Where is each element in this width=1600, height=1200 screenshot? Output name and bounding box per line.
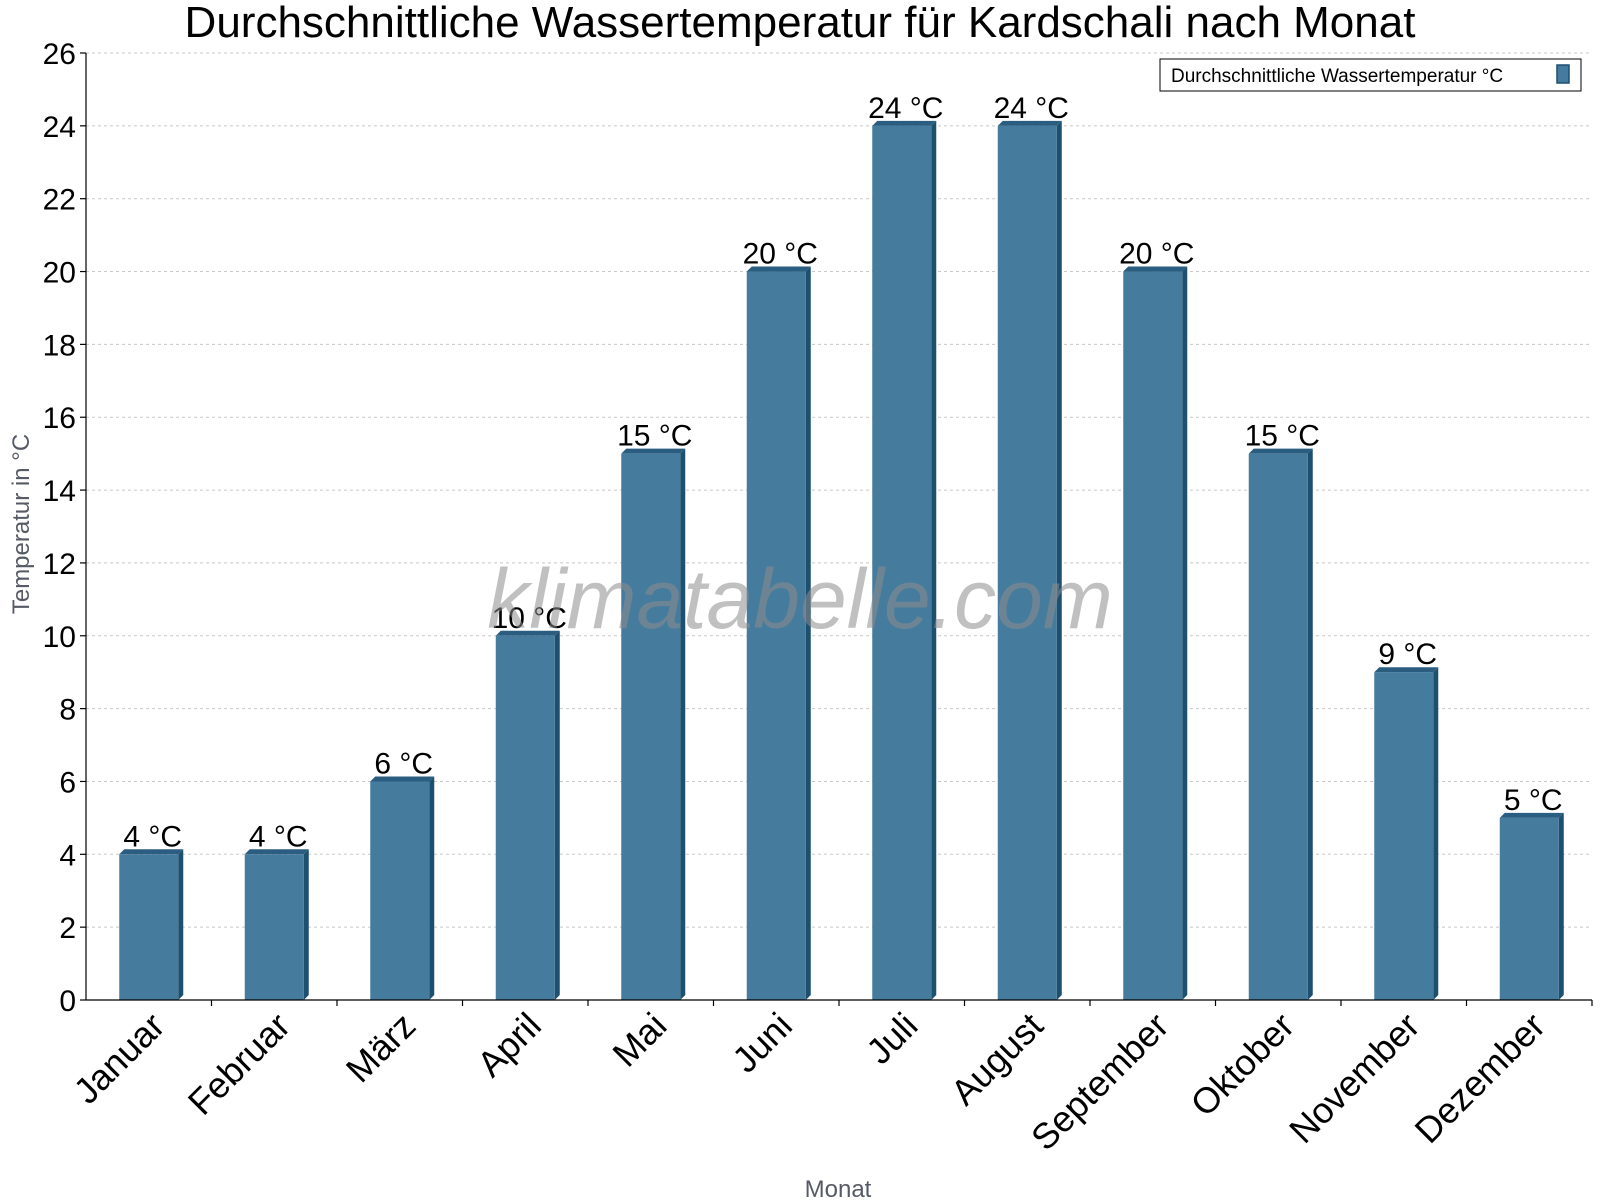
bar-top (746, 266, 811, 272)
y-tick-label: 14 (43, 475, 76, 508)
y-tick-label: 22 (43, 184, 76, 217)
grid-layer (86, 52, 1592, 928)
bar-September (1123, 266, 1188, 1000)
bar-front (1374, 672, 1434, 1000)
bar-März (370, 776, 435, 1000)
bar-side (1182, 266, 1188, 1000)
data-label: 24 °C (994, 92, 1069, 125)
x-tick-label: Oktober (1182, 1005, 1302, 1125)
y-tick-label: 20 (43, 257, 76, 290)
y-tick-label: 12 (43, 548, 76, 581)
bar-top (1123, 266, 1188, 272)
legend-box (1159, 58, 1582, 92)
x-tick-label: Dezember (1406, 1005, 1552, 1151)
data-label: 4 °C (249, 820, 308, 853)
bar-top (370, 776, 435, 782)
bar-front (621, 453, 681, 1001)
data-label: 4 °C (123, 820, 182, 853)
legend-label: Durchschnittliche Wassertemperatur °C (1171, 66, 1503, 87)
x-tick-label: Mai (604, 1005, 674, 1075)
x-tick-label: März (338, 1005, 424, 1091)
legend-swatch (1556, 64, 1570, 84)
x-tick-label: November (1281, 1005, 1427, 1151)
bar-front (746, 271, 806, 1000)
x-tick-label: August (943, 1005, 1051, 1113)
bar-front (1123, 271, 1183, 1000)
bar-Mai (621, 448, 686, 1001)
y-tick-label: 6 (59, 766, 76, 799)
bar-top (621, 448, 686, 454)
bar-Dezember (1499, 812, 1564, 1000)
bar-front (872, 125, 932, 1001)
y-tick-label: 2 (59, 912, 76, 945)
x-tick-label: Juni (724, 1005, 800, 1081)
bar-front (495, 635, 555, 1000)
bar-front (370, 781, 430, 1000)
bar-top (1374, 667, 1439, 673)
data-label: 9 °C (1378, 638, 1437, 671)
bar-Februar (244, 849, 309, 1000)
bar-side (931, 120, 937, 1001)
bar-side (805, 266, 811, 1000)
bar-August (997, 120, 1062, 1001)
bar-top (1248, 448, 1313, 454)
bar-top (495, 630, 560, 636)
x-axis-label: Monat (805, 1176, 872, 1200)
bar-side (554, 630, 560, 1000)
y-tick-label: 26 (43, 38, 76, 71)
bar-front (119, 854, 179, 1000)
bar-top (244, 849, 309, 855)
y-tick-label: 16 (43, 402, 76, 435)
bar-Oktober (1248, 448, 1313, 1001)
bar-side (680, 448, 686, 1001)
bar-top (119, 849, 184, 855)
bar-side (1558, 812, 1564, 1000)
y-tick-label: 10 (43, 621, 76, 654)
bar-side (1056, 120, 1062, 1001)
x-tick-label: Januar (66, 1005, 173, 1112)
bar-side (1433, 667, 1439, 1000)
bar-front (244, 854, 304, 1000)
watermark: klimatabelle.com (487, 552, 1113, 646)
bar-Juli (872, 120, 937, 1001)
data-label: 24 °C (868, 92, 943, 125)
chart-title: Durchschnittliche Wassertemperatur für K… (185, 0, 1416, 47)
bar-November (1374, 667, 1439, 1000)
bar-Juni (746, 266, 811, 1000)
y-tick-label: 4 (59, 839, 76, 872)
data-label: 10 °C (492, 602, 567, 635)
bar-side (303, 849, 309, 1000)
bar-front (1248, 453, 1308, 1001)
data-label: 20 °C (743, 238, 818, 271)
bar-top (872, 120, 937, 126)
y-tick-label: 18 (43, 329, 76, 362)
bar-Januar (119, 849, 184, 1000)
bar-April (495, 630, 560, 1000)
y-axis-label: Temperatur in °C (8, 434, 35, 614)
x-tick-label: September (1023, 1005, 1177, 1159)
data-label: 6 °C (374, 747, 433, 780)
y-tick-label: 24 (43, 111, 76, 144)
bar-front (1499, 817, 1559, 1000)
bar-side (1307, 448, 1313, 1001)
data-label: 15 °C (1245, 420, 1320, 453)
x-tick-label: Juli (858, 1005, 925, 1072)
bar-side (178, 849, 184, 1000)
bar-top (997, 120, 1062, 126)
y-tick-label: 8 (59, 694, 76, 727)
bar-front (997, 125, 1057, 1001)
legend: Durchschnittliche Wassertemperatur °C (1159, 58, 1582, 92)
x-tick-label: April (469, 1005, 549, 1085)
bar-top (1499, 812, 1564, 818)
data-label: 15 °C (617, 420, 692, 453)
x-tick-label: Februar (180, 1005, 298, 1123)
data-label: 20 °C (1119, 238, 1194, 271)
data-label: 5 °C (1504, 784, 1563, 817)
y-tick-label: 0 (59, 985, 76, 1018)
bar-side (429, 776, 435, 1000)
bars-layer (119, 120, 1564, 1001)
